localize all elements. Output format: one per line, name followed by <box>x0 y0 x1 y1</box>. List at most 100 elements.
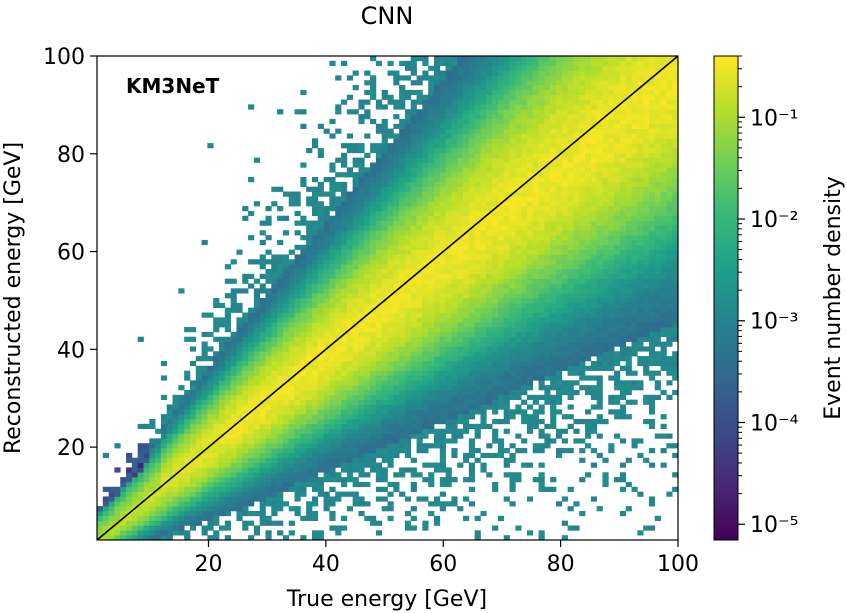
heatmap-cell <box>387 307 394 313</box>
heatmap-cell <box>213 448 220 454</box>
heatmap-cell <box>567 331 574 338</box>
heatmap-cell <box>381 448 388 454</box>
heatmap-cell <box>248 472 255 478</box>
heatmap-cell <box>550 230 557 236</box>
heatmap-cell <box>387 423 394 430</box>
heatmap-cell <box>463 477 470 483</box>
heatmap-cell <box>311 327 319 333</box>
heatmap-cell <box>457 133 464 139</box>
heatmap-cell <box>213 477 220 483</box>
heatmap-cell <box>364 114 371 120</box>
heatmap-cell <box>329 375 336 381</box>
heatmap-cell <box>271 186 278 192</box>
heatmap-cell <box>207 457 214 463</box>
heatmap-cell <box>428 419 435 425</box>
heatmap-cell <box>480 138 487 144</box>
heatmap-cell <box>457 109 464 115</box>
heatmap-cell <box>544 389 551 396</box>
heatmap-cell <box>317 268 324 275</box>
heatmap-cell <box>294 443 301 449</box>
heatmap-cell <box>166 452 173 459</box>
heatmap-cell <box>480 298 487 304</box>
heatmap-cell <box>567 89 574 96</box>
heatmap-cell <box>451 60 458 67</box>
heatmap-cell <box>346 225 353 231</box>
heatmap-cell <box>178 404 185 410</box>
heatmap-cell <box>364 80 371 86</box>
heatmap-cell <box>387 428 394 434</box>
heatmap-cell <box>335 414 342 420</box>
heatmap-cell <box>410 60 417 67</box>
heatmap-cell <box>532 230 539 236</box>
heatmap-cell <box>178 438 185 444</box>
heatmap-cell <box>480 225 487 231</box>
heatmap-cell <box>474 264 481 270</box>
heatmap-cell <box>422 56 429 62</box>
heatmap-cell <box>567 152 574 158</box>
heatmap-cell <box>445 409 452 415</box>
heatmap-cell <box>526 244 534 250</box>
heatmap-cell <box>422 293 429 299</box>
heatmap-cell <box>393 177 400 183</box>
heatmap-cell <box>358 288 365 294</box>
heatmap-cell <box>428 220 435 226</box>
heatmap-cell <box>381 186 388 192</box>
heatmap-cell <box>410 162 417 168</box>
heatmap-cell <box>97 525 104 531</box>
heatmap-cell <box>294 462 301 468</box>
heatmap-cell <box>323 472 330 478</box>
heatmap-cell <box>387 186 394 192</box>
heatmap-cell <box>184 419 191 425</box>
heatmap-cell <box>375 254 383 260</box>
heatmap-cell <box>311 462 319 468</box>
heatmap-cell <box>404 201 412 207</box>
heatmap-cell <box>416 288 423 294</box>
heatmap-cell <box>428 85 435 91</box>
heatmap-cell <box>300 288 307 294</box>
heatmap-cell <box>561 307 568 313</box>
heatmap-cell <box>143 510 150 517</box>
heatmap-cell <box>463 220 470 226</box>
heatmap-cell <box>242 206 249 212</box>
heatmap-cell <box>468 438 475 444</box>
heatmap-cell <box>253 486 261 492</box>
heatmap-cell <box>526 322 534 328</box>
heatmap-cell <box>445 80 452 86</box>
heatmap-cell <box>451 206 458 212</box>
heatmap-cell <box>172 433 179 439</box>
heatmap-cell <box>422 143 429 149</box>
heatmap-cell <box>201 428 208 434</box>
heatmap-cell <box>375 264 383 270</box>
heatmap-cell <box>381 385 388 391</box>
heatmap-cell <box>358 220 365 226</box>
heatmap-cell <box>230 506 237 512</box>
heatmap-cell <box>521 399 528 405</box>
heatmap-cell <box>375 341 383 347</box>
heatmap-cell <box>259 452 266 459</box>
heatmap-cell <box>149 452 156 459</box>
heatmap-cell <box>329 133 336 139</box>
heatmap-cell <box>445 104 452 110</box>
heatmap-cell <box>579 336 586 342</box>
heatmap-cell <box>248 283 255 289</box>
heatmap-cell <box>358 201 365 207</box>
heatmap-cell <box>166 428 173 434</box>
heatmap-cell <box>346 457 353 463</box>
heatmap-cell <box>329 244 336 250</box>
heatmap-cell <box>439 293 446 299</box>
heatmap-cell <box>509 443 516 449</box>
heatmap-cell <box>335 438 342 444</box>
heatmap-cell <box>341 186 348 192</box>
heatmap-cell <box>207 409 214 415</box>
heatmap-cell <box>248 433 255 439</box>
heatmap-cell <box>393 428 400 434</box>
heatmap-cell <box>178 530 185 536</box>
heatmap-cell <box>341 385 348 391</box>
heatmap-cell <box>375 360 383 367</box>
heatmap-cell <box>526 65 534 71</box>
heatmap-cell <box>410 317 417 323</box>
heatmap-cell <box>521 201 528 207</box>
heatmap-cell <box>538 336 545 342</box>
heatmap-cell <box>393 225 400 231</box>
heatmap-cell <box>509 104 516 110</box>
